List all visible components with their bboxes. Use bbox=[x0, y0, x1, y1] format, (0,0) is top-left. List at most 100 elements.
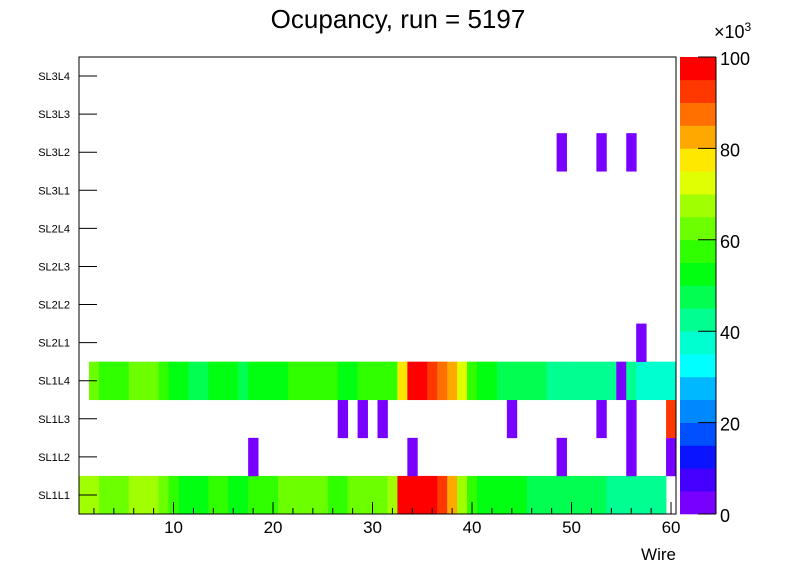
color-scale-swatch bbox=[680, 125, 716, 149]
heatmap-cell bbox=[506, 399, 518, 439]
heatmap-cell bbox=[656, 361, 667, 401]
heatmap-cell bbox=[377, 361, 388, 401]
heatmap-cell bbox=[656, 475, 667, 515]
y-tick-label: SL2L3 bbox=[38, 261, 70, 273]
heatmap-cell bbox=[218, 361, 229, 401]
color-scale-swatch bbox=[680, 216, 716, 241]
x-tick-label: 50 bbox=[562, 518, 581, 537]
heatmap-cell bbox=[178, 361, 189, 401]
heatmap-cell bbox=[258, 361, 269, 401]
heatmap-cell bbox=[636, 323, 647, 362]
heatmap-cell bbox=[357, 475, 368, 515]
color-scale-swatch bbox=[680, 468, 716, 492]
heatmap-cell bbox=[596, 475, 607, 515]
heatmap-cell bbox=[596, 361, 607, 401]
heatmap-cell bbox=[287, 475, 299, 515]
color-scale-swatch bbox=[680, 79, 716, 103]
y-tick-label: SL3L3 bbox=[38, 109, 70, 121]
heatmap-cell bbox=[556, 475, 567, 515]
heatmap-cell bbox=[636, 475, 647, 515]
heatmap-cell bbox=[337, 475, 349, 515]
heatmap-cell bbox=[646, 361, 657, 401]
heatmap-cell bbox=[198, 475, 209, 515]
y-tick-label: SL3L4 bbox=[38, 71, 70, 83]
color-scale-swatch bbox=[680, 102, 716, 126]
color-scale-swatch bbox=[680, 422, 716, 446]
heatmap-cell bbox=[297, 361, 309, 401]
heatmap-cell bbox=[496, 361, 508, 401]
heatmap-cell bbox=[586, 475, 597, 515]
heatmap-cell bbox=[238, 475, 249, 515]
heatmap-cell bbox=[646, 475, 657, 515]
heatmap-cell bbox=[407, 437, 418, 477]
z-unit-label: ×103 bbox=[714, 20, 752, 42]
heatmap-cell bbox=[516, 361, 528, 401]
heatmap-cell bbox=[457, 475, 468, 515]
heatmap-cell bbox=[427, 361, 438, 401]
heatmap-cell bbox=[208, 361, 219, 401]
heatmap-cell bbox=[268, 475, 279, 515]
heatmap-cell bbox=[98, 361, 110, 401]
heatmap-cell bbox=[506, 475, 518, 515]
heatmap-cell bbox=[447, 475, 458, 515]
heatmap-cell bbox=[536, 361, 548, 401]
heatmap-cell bbox=[118, 475, 130, 515]
heatmap-cell bbox=[337, 399, 349, 439]
color-scale-swatch bbox=[680, 194, 716, 218]
heatmap-cell bbox=[158, 361, 169, 401]
heatmap-cell bbox=[417, 475, 428, 515]
heatmap-cell bbox=[258, 475, 269, 515]
chart-title: Ocupancy, run = 5197 bbox=[271, 4, 526, 34]
z-unit-exponent: 3 bbox=[745, 20, 752, 34]
heatmap-cell bbox=[516, 475, 528, 515]
heatmap-cell bbox=[546, 361, 557, 401]
heatmap-cell bbox=[138, 361, 150, 401]
heatmap-cell bbox=[327, 361, 339, 401]
heatmap-cell bbox=[606, 361, 617, 401]
heatmap-cell bbox=[506, 361, 518, 401]
heatmap-cell bbox=[496, 475, 508, 515]
heatmap-cell bbox=[526, 361, 538, 401]
heatmap-cell bbox=[626, 133, 637, 172]
heatmap-cell bbox=[317, 475, 329, 515]
color-scale-swatch bbox=[680, 491, 716, 515]
heatmap-cell bbox=[576, 475, 587, 515]
color-scale-swatch bbox=[680, 57, 716, 81]
heatmap-cell bbox=[248, 361, 259, 401]
heatmap-cell bbox=[666, 399, 677, 439]
heatmap-cell bbox=[457, 361, 468, 401]
heatmap-cell bbox=[407, 475, 418, 515]
heatmap-cell bbox=[287, 361, 299, 401]
y-tick-label: SL2L2 bbox=[38, 300, 70, 312]
x-tick-label: 20 bbox=[264, 518, 283, 537]
heatmap-cell bbox=[377, 475, 388, 515]
heatmap-cell bbox=[437, 475, 448, 515]
color-scale-swatch bbox=[680, 239, 716, 263]
heatmap-cell bbox=[556, 361, 567, 401]
heatmap-cell bbox=[148, 361, 159, 401]
x-tick-label: 10 bbox=[164, 518, 183, 537]
heatmap-cell bbox=[128, 475, 140, 515]
heatmap-cell bbox=[108, 475, 120, 515]
y-tick-label: SL2L1 bbox=[38, 338, 70, 350]
heatmap-cell bbox=[586, 361, 597, 401]
heatmap-cell bbox=[367, 361, 378, 401]
heatmap-cell bbox=[337, 361, 349, 401]
heatmap-cell bbox=[606, 475, 617, 515]
heatmap-cell bbox=[198, 361, 209, 401]
heatmap-cell bbox=[268, 361, 279, 401]
heatmap-cell bbox=[626, 475, 637, 515]
heatmap-cell bbox=[437, 361, 448, 401]
heatmap-cell bbox=[307, 475, 319, 515]
heatmap-cell bbox=[486, 475, 498, 515]
heatmap-cell bbox=[556, 133, 567, 172]
heatmap-cell bbox=[118, 361, 130, 401]
x-tick-label: 60 bbox=[662, 518, 681, 537]
heatmap-cell bbox=[347, 475, 358, 515]
heatmap-cell bbox=[148, 475, 159, 515]
heatmap-cell bbox=[447, 361, 458, 401]
color-scale-swatch bbox=[680, 445, 716, 469]
color-scale-swatch bbox=[680, 354, 716, 378]
y-tick-label: SL2L4 bbox=[38, 223, 70, 235]
